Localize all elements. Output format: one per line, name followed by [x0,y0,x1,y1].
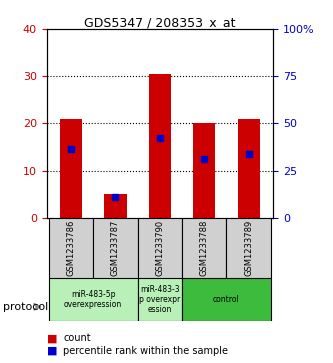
Text: GSM1233788: GSM1233788 [200,220,209,276]
Bar [93,218,138,278]
Bar [237,119,260,218]
Bar [49,278,138,321]
Bar [104,194,127,218]
Text: miR-483-3
p overexpr
ession: miR-483-3 p overexpr ession [139,285,180,314]
Text: GSM1233789: GSM1233789 [244,220,253,276]
Text: percentile rank within the sample: percentile rank within the sample [63,346,228,356]
Bar [49,218,93,278]
Text: protocol: protocol [3,302,49,312]
Text: ■: ■ [47,333,57,343]
Bar [193,123,215,218]
Text: GSM1233787: GSM1233787 [111,220,120,276]
Text: GSM1233790: GSM1233790 [155,220,165,276]
Bar [60,119,82,218]
Text: GDS5347 / 208353_x_at: GDS5347 / 208353_x_at [84,16,235,29]
Bar [138,278,182,321]
Text: count: count [63,333,91,343]
Bar [138,218,182,278]
Text: miR-483-5p
overexpression: miR-483-5p overexpression [64,290,122,309]
Text: control: control [213,295,240,304]
Text: ■: ■ [47,346,57,356]
Bar [182,278,271,321]
Bar [226,218,271,278]
Bar [182,218,226,278]
Bar [149,74,171,218]
Text: GSM1233786: GSM1233786 [67,220,76,276]
